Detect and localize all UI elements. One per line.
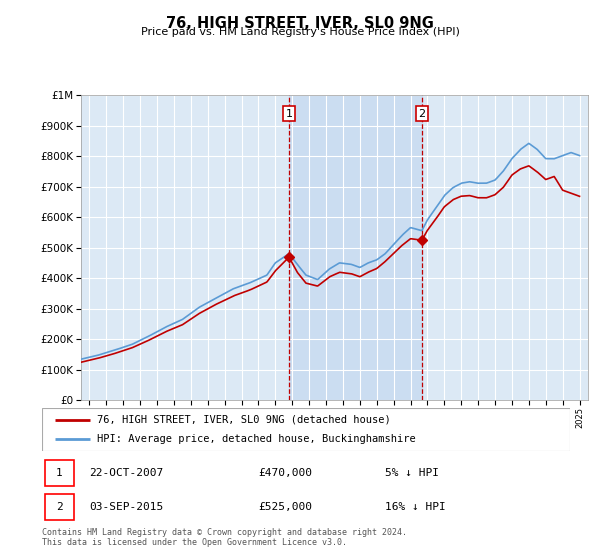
Text: 5% ↓ HPI: 5% ↓ HPI [385, 468, 439, 478]
Text: 1: 1 [286, 109, 293, 119]
Text: 2: 2 [418, 109, 425, 119]
Text: £525,000: £525,000 [259, 502, 313, 512]
Text: Contains HM Land Registry data © Crown copyright and database right 2024.
This d: Contains HM Land Registry data © Crown c… [42, 528, 407, 547]
Text: HPI: Average price, detached house, Buckinghamshire: HPI: Average price, detached house, Buck… [97, 435, 416, 444]
Bar [44, 460, 74, 486]
Text: 2: 2 [56, 502, 62, 512]
Text: 76, HIGH STREET, IVER, SL0 9NG (detached house): 76, HIGH STREET, IVER, SL0 9NG (detached… [97, 415, 391, 424]
Bar [289, 95, 422, 400]
Text: 16% ↓ HPI: 16% ↓ HPI [385, 502, 446, 512]
Text: 76, HIGH STREET, IVER, SL0 9NG: 76, HIGH STREET, IVER, SL0 9NG [166, 16, 434, 31]
Text: 22-OCT-2007: 22-OCT-2007 [89, 468, 164, 478]
Text: 1: 1 [56, 468, 62, 478]
Text: 03-SEP-2015: 03-SEP-2015 [89, 502, 164, 512]
Text: £470,000: £470,000 [259, 468, 313, 478]
Bar [44, 494, 74, 520]
Text: Price paid vs. HM Land Registry's House Price Index (HPI): Price paid vs. HM Land Registry's House … [140, 27, 460, 37]
